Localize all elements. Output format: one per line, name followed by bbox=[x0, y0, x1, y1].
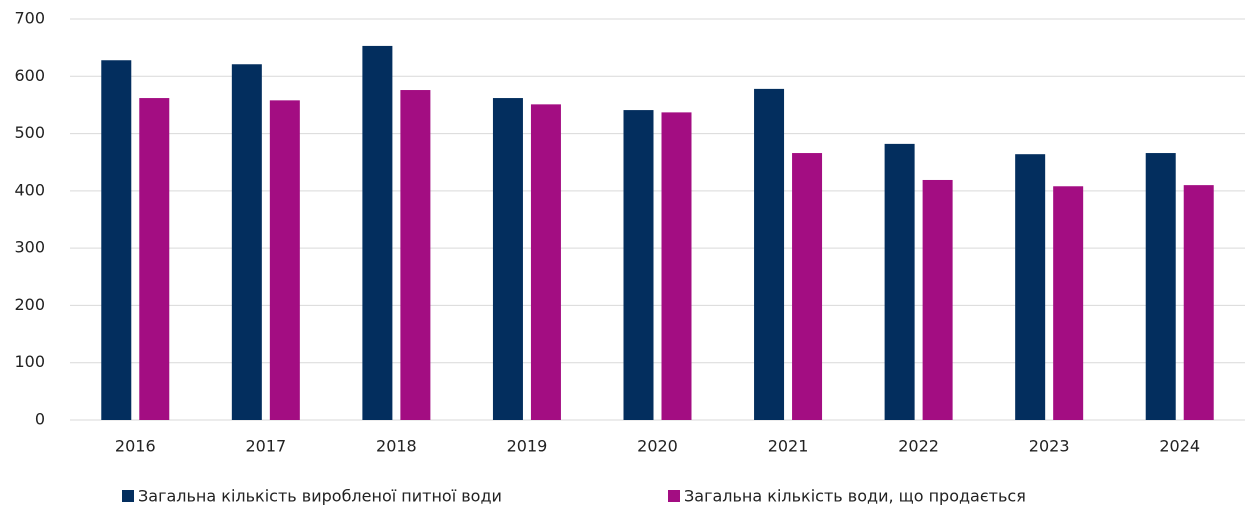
legend-label: Загальна кількість води, що продається bbox=[684, 487, 1026, 506]
bar bbox=[269, 100, 300, 421]
bar bbox=[1053, 186, 1084, 420]
y-tick-label: 0 bbox=[35, 410, 45, 429]
bar bbox=[101, 60, 132, 420]
x-tick-label: 2023 bbox=[1029, 437, 1070, 456]
bar bbox=[1145, 153, 1176, 420]
x-tick-label: 2016 bbox=[115, 437, 156, 456]
x-tick-label: 2018 bbox=[376, 437, 417, 456]
bar bbox=[1015, 154, 1046, 421]
x-tick-label: 2020 bbox=[637, 437, 678, 456]
y-tick-label: 100 bbox=[14, 352, 45, 371]
bar bbox=[754, 88, 785, 420]
x-tick-label: 2022 bbox=[898, 437, 939, 456]
x-tick-label: 2024 bbox=[1159, 437, 1200, 456]
bar bbox=[884, 143, 915, 420]
y-tick-label: 400 bbox=[14, 180, 45, 199]
bar bbox=[362, 45, 393, 420]
y-tick-label: 700 bbox=[14, 9, 45, 28]
legend-label: Загальна кількість виробленої питної вод… bbox=[138, 487, 502, 506]
bar bbox=[530, 104, 561, 420]
x-tick-label: 2017 bbox=[245, 437, 286, 456]
y-tick-label: 200 bbox=[14, 295, 45, 314]
y-tick-label: 600 bbox=[14, 66, 45, 85]
bar bbox=[792, 153, 823, 420]
bar bbox=[231, 64, 262, 421]
bar bbox=[139, 98, 170, 420]
y-tick-label: 300 bbox=[14, 238, 45, 257]
bar bbox=[623, 110, 654, 420]
y-tick-label: 500 bbox=[14, 123, 45, 142]
bar bbox=[922, 179, 953, 420]
legend-swatch bbox=[668, 490, 680, 502]
x-tick-label: 2019 bbox=[507, 437, 548, 456]
bar bbox=[661, 112, 692, 420]
bar bbox=[492, 98, 523, 420]
bar bbox=[1183, 185, 1214, 420]
x-tick-label: 2021 bbox=[768, 437, 809, 456]
bar bbox=[400, 90, 431, 420]
legend-swatch bbox=[122, 490, 134, 502]
